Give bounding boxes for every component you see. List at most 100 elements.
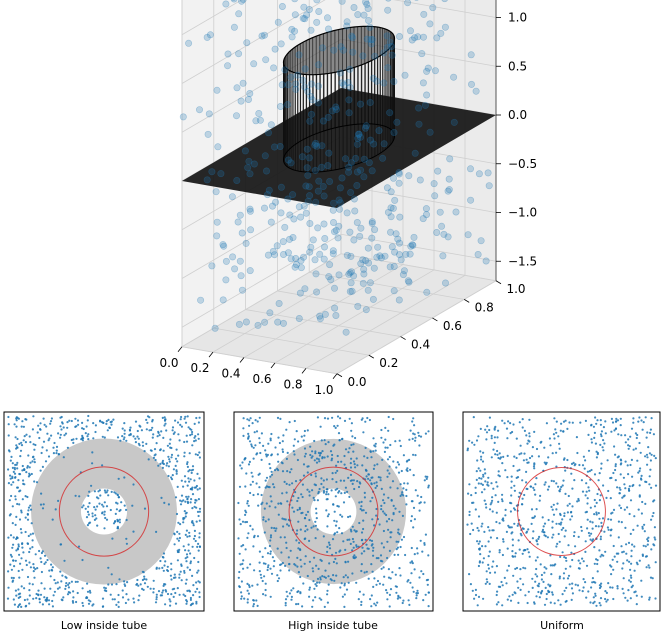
data-point bbox=[107, 583, 110, 586]
data-point bbox=[396, 597, 399, 600]
data-point bbox=[598, 517, 601, 520]
data-point bbox=[317, 567, 320, 571]
data-point bbox=[487, 484, 490, 487]
data-point bbox=[648, 475, 651, 478]
data-point bbox=[632, 528, 635, 532]
data-point bbox=[280, 551, 283, 554]
data-point bbox=[76, 591, 79, 595]
data-point bbox=[113, 598, 116, 601]
data-point bbox=[93, 518, 96, 522]
data-point bbox=[313, 499, 316, 502]
data-point bbox=[138, 594, 141, 597]
data-point bbox=[217, 170, 225, 178]
data-point bbox=[584, 419, 588, 422]
data-point bbox=[240, 545, 243, 548]
data-point bbox=[219, 296, 227, 304]
data-point bbox=[405, 494, 408, 498]
data-point bbox=[91, 462, 94, 465]
data-point bbox=[208, 262, 216, 270]
data-point bbox=[605, 600, 608, 603]
data-point bbox=[616, 560, 619, 563]
data-point bbox=[486, 580, 489, 584]
data-point bbox=[631, 584, 634, 587]
data-point bbox=[299, 548, 302, 552]
data-point bbox=[640, 595, 643, 598]
data-point bbox=[534, 580, 537, 583]
data-point bbox=[433, 34, 441, 42]
data-point bbox=[416, 592, 419, 595]
data-point bbox=[386, 556, 389, 560]
data-point bbox=[34, 568, 37, 571]
x-tick bbox=[301, 368, 307, 374]
data-point bbox=[48, 569, 51, 572]
data-point bbox=[584, 494, 587, 497]
data-point bbox=[81, 558, 84, 562]
data-point bbox=[143, 575, 146, 578]
data-point bbox=[594, 592, 597, 595]
data-point bbox=[178, 532, 181, 535]
data-point bbox=[152, 433, 155, 436]
data-point bbox=[495, 511, 498, 514]
data-point bbox=[174, 419, 177, 422]
data-point bbox=[11, 466, 14, 469]
data-point bbox=[638, 441, 641, 445]
data-point bbox=[535, 539, 538, 542]
data-point bbox=[396, 213, 404, 221]
data-point bbox=[492, 487, 495, 490]
data-point bbox=[561, 593, 564, 596]
data-point bbox=[509, 422, 512, 425]
data-point bbox=[398, 510, 401, 513]
data-point bbox=[103, 513, 106, 516]
data-point bbox=[323, 14, 331, 22]
data-point bbox=[292, 444, 295, 447]
data-point bbox=[388, 549, 391, 553]
data-point bbox=[176, 485, 179, 488]
data-point bbox=[191, 465, 195, 468]
data-point bbox=[20, 441, 23, 444]
data-point bbox=[572, 461, 575, 464]
data-point bbox=[540, 573, 544, 577]
data-point bbox=[166, 444, 169, 447]
data-point bbox=[26, 466, 29, 469]
data-point bbox=[483, 499, 486, 502]
data-point bbox=[19, 455, 22, 458]
data-point bbox=[653, 536, 656, 539]
data-point bbox=[647, 539, 650, 543]
data-point bbox=[634, 447, 638, 450]
z-tick-label: 0.0 bbox=[508, 108, 527, 122]
data-point bbox=[397, 594, 400, 597]
data-point bbox=[618, 492, 621, 495]
grid-line bbox=[181, 0, 497, 84]
data-point bbox=[632, 417, 635, 420]
data-point bbox=[364, 468, 367, 471]
data-point bbox=[313, 0, 321, 4]
data-point bbox=[303, 447, 307, 450]
data-point bbox=[326, 488, 329, 491]
data-point bbox=[109, 593, 112, 596]
data-point bbox=[246, 500, 249, 503]
data-point bbox=[180, 415, 183, 419]
data-point bbox=[128, 428, 131, 431]
data-point bbox=[497, 500, 500, 503]
data-point bbox=[595, 450, 598, 453]
data-point bbox=[105, 505, 109, 508]
data-point bbox=[335, 196, 343, 204]
data-point bbox=[15, 537, 18, 541]
data-point bbox=[511, 538, 514, 541]
data-point bbox=[551, 520, 554, 523]
data-point bbox=[652, 433, 656, 436]
data-point bbox=[479, 469, 482, 472]
data-point bbox=[246, 502, 249, 505]
data-point bbox=[352, 450, 355, 453]
data-point bbox=[385, 0, 392, 2]
data-point bbox=[500, 580, 503, 584]
data-point bbox=[101, 605, 104, 608]
data-point bbox=[186, 484, 189, 487]
data-point bbox=[552, 503, 555, 506]
data-point bbox=[498, 452, 501, 455]
data-point bbox=[267, 218, 275, 226]
data-point bbox=[81, 427, 84, 430]
data-point bbox=[21, 546, 24, 549]
data-point bbox=[595, 456, 599, 459]
data-point bbox=[350, 443, 353, 447]
